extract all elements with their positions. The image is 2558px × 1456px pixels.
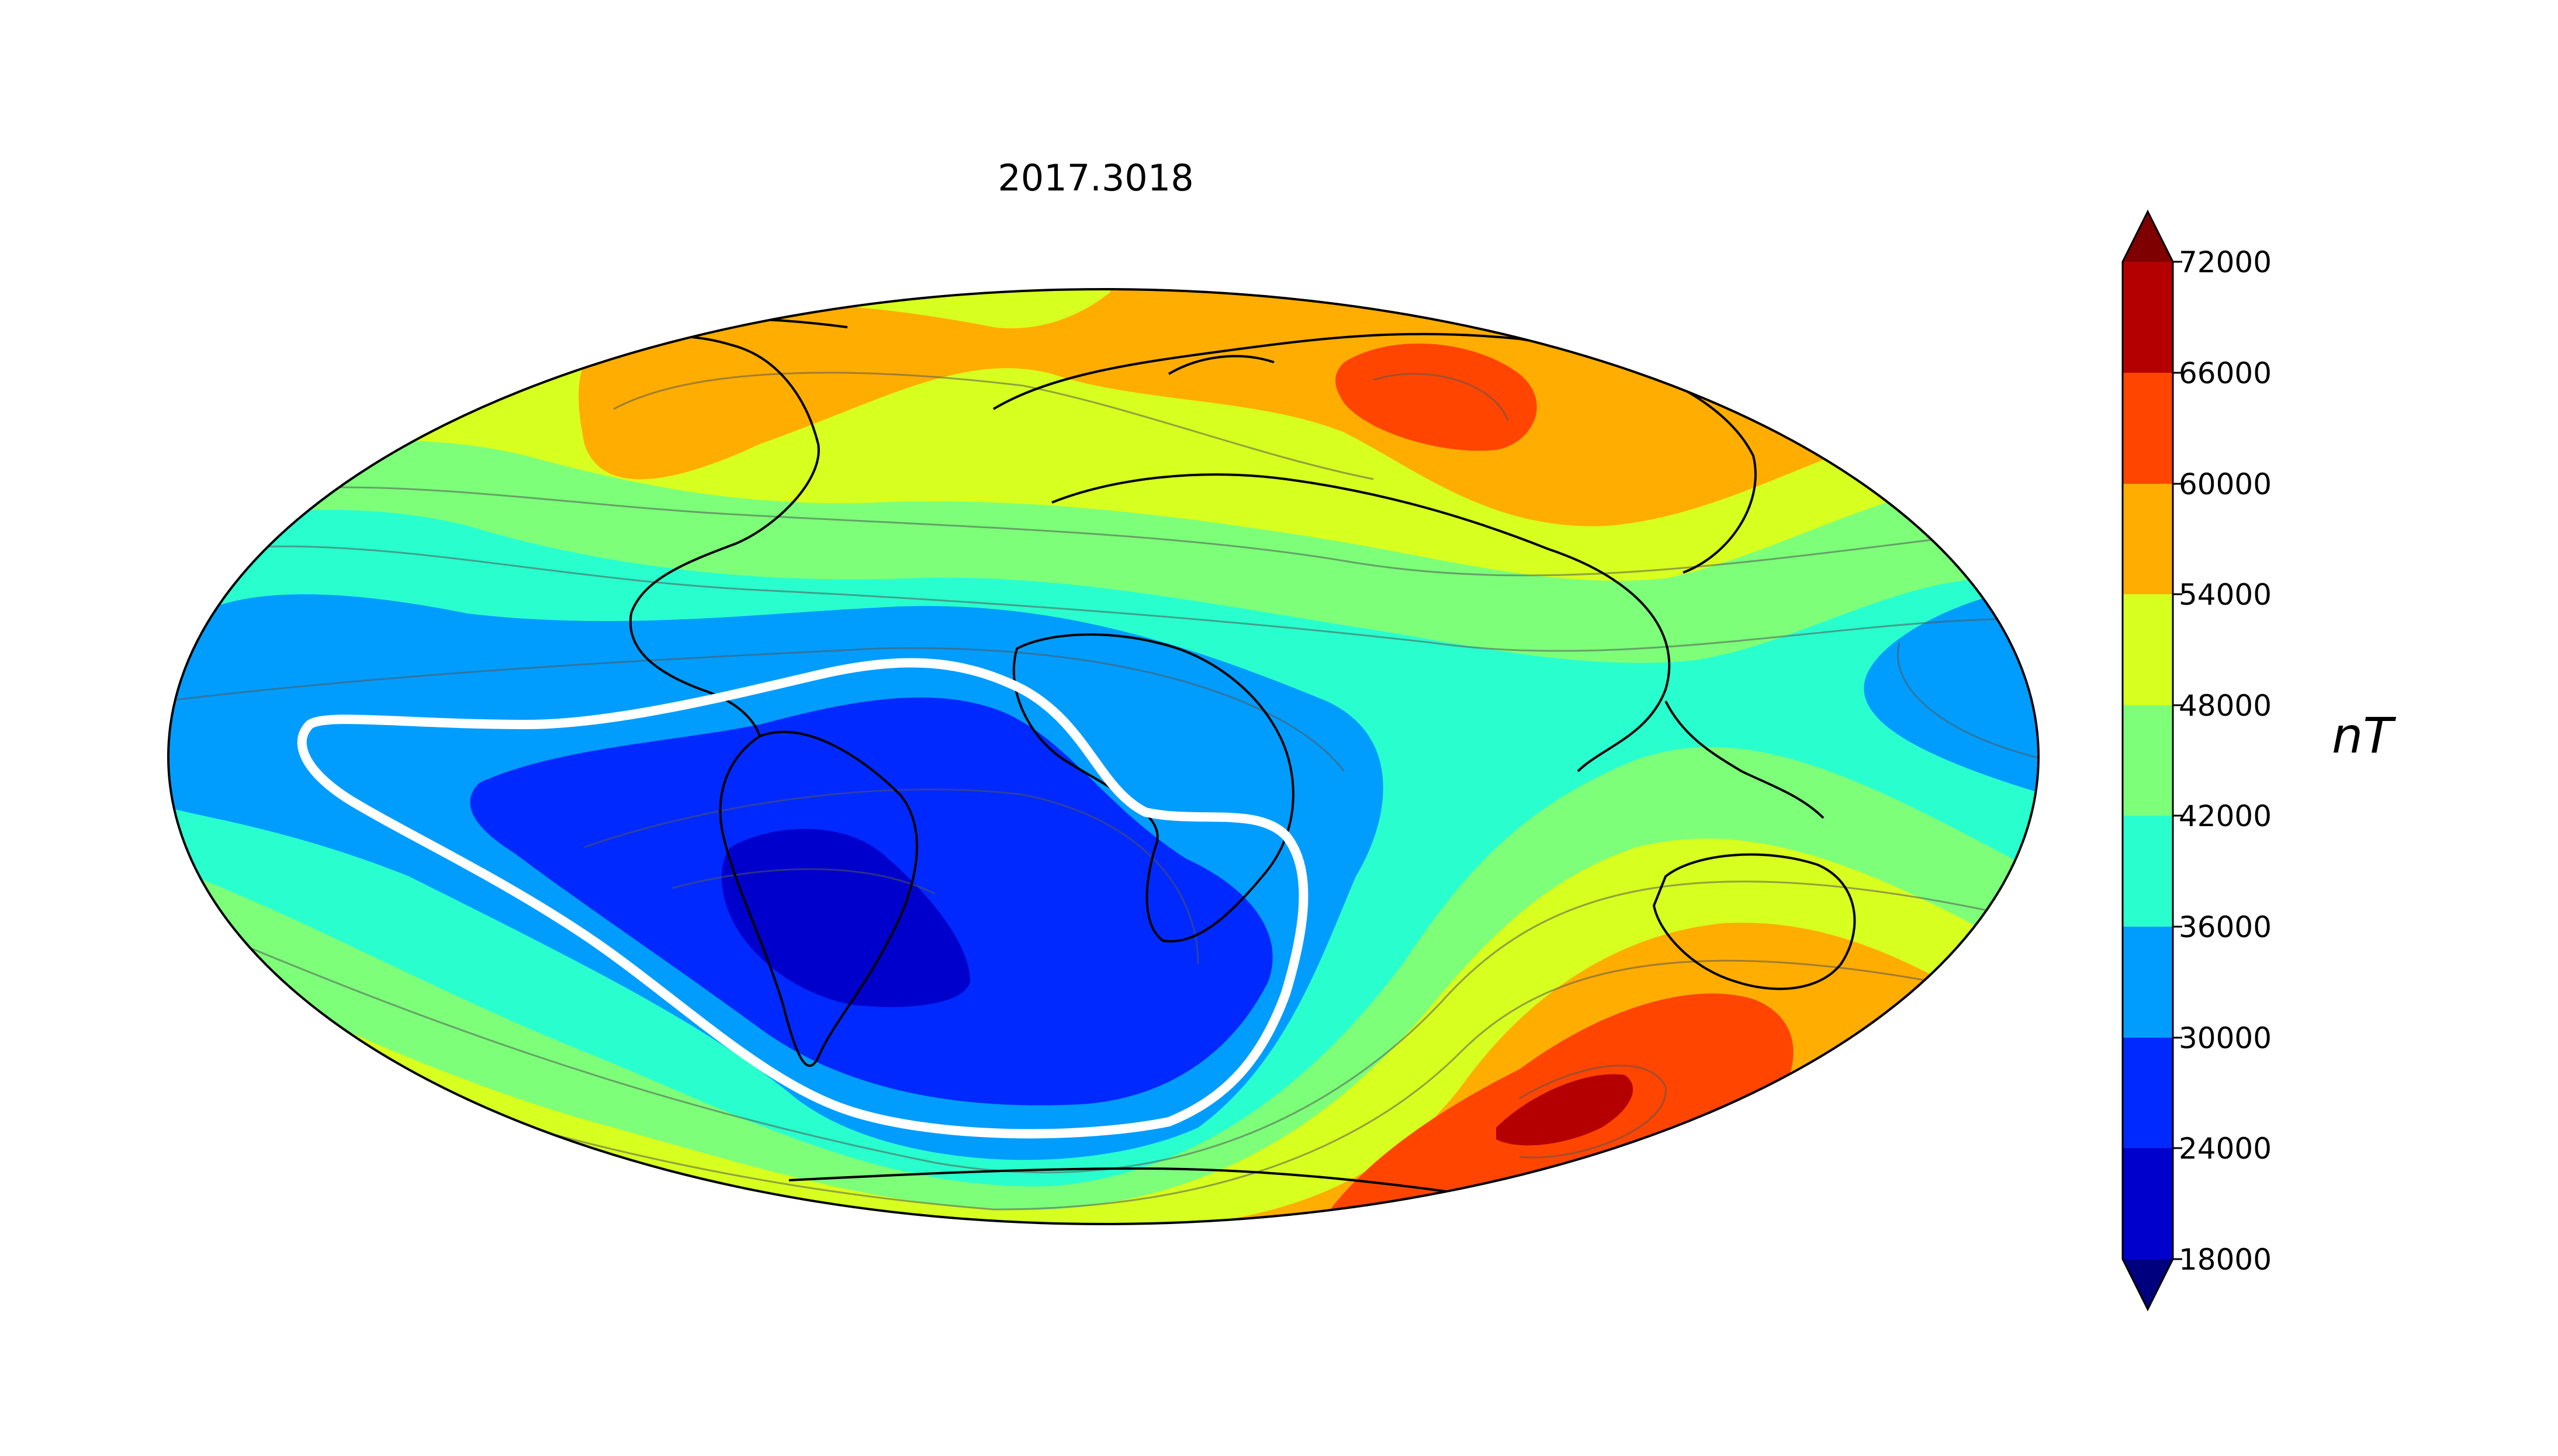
map-title: 2017.3018 [998,157,1194,199]
colorbar-tick-label: 66000 [2179,356,2272,390]
colorbar-tick-label: 24000 [2179,1132,2272,1166]
contour-band-66000-south [1496,1074,1633,1146]
colorbar-tick-label: 42000 [2179,799,2272,833]
colorbar-tick-label: 72000 [2179,245,2272,279]
contour-lines [168,372,2038,1211]
colorbar-unit-label: nT [2332,707,2393,764]
colorbar-band-24000-30000 [2123,1038,2173,1148]
colorbar-band-36000-42000 [2123,816,2173,927]
contour-band-60000-siberia [1335,343,1537,451]
colorbar-ticks [2173,261,2182,1260]
highlight-contour-line [297,658,1309,1139]
colorbar-band-30000-36000 [2123,927,2173,1038]
colorbar-extend-min [2123,1259,2173,1309]
colorbar-extend-max [2123,212,2173,262]
colorbar-tick-label: 48000 [2179,689,2272,723]
colorbar-band-48000-54000 [2123,594,2173,705]
contour-band-18000 [721,828,970,1007]
map-area [168,289,2038,1224]
colorbar-band-66000-72000 [2123,262,2173,373]
colorbar-tick-label: 36000 [2179,910,2272,944]
colorbar [2121,209,2182,1312]
map-boundary [167,288,2040,1225]
colorbar-tick-label: 54000 [2179,578,2272,612]
colorbar-band-54000-60000 [2123,484,2173,594]
colorbar-tick-label: 30000 [2179,1021,2272,1055]
colorbar-band-42000-48000 [2123,705,2173,816]
colorbar-band-60000-66000 [2123,373,2173,484]
colorbar-tick-label: 60000 [2179,467,2272,501]
contour-band-30000-pacific [1864,584,2038,795]
colorbar-band-18000-24000 [2123,1148,2173,1259]
colorbar-tick-label: 18000 [2179,1243,2272,1277]
